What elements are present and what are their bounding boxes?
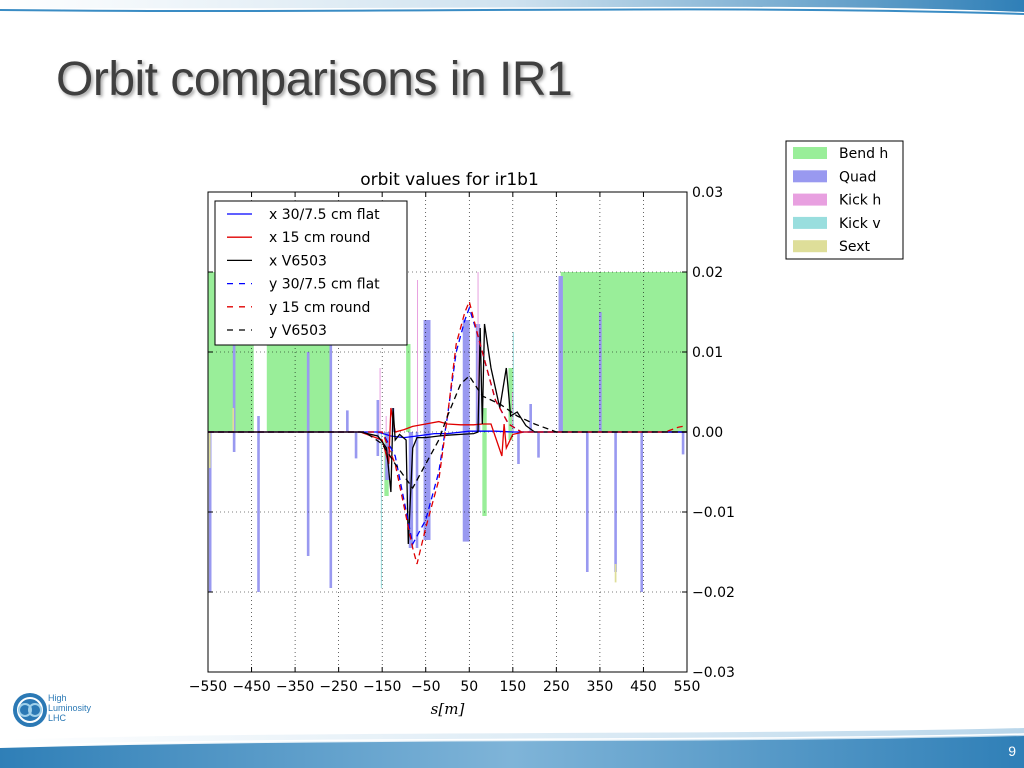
- element-bar-13: [354, 432, 358, 459]
- x-tick-label-5: −50: [411, 679, 441, 695]
- element-bar-18: [415, 432, 419, 548]
- series-legend-label-4: y 15 cm round: [269, 300, 370, 316]
- element-bar-23: [529, 404, 532, 432]
- element-bar-35: [511, 392, 513, 432]
- element-legend-label-3: Kick v: [839, 216, 881, 232]
- element-legend-label-0: Bend h: [839, 146, 888, 162]
- y-tick-label-0: −0.03: [692, 665, 735, 681]
- element-bar-40: [614, 564, 617, 583]
- element-bar-4: [406, 344, 411, 432]
- series-legend-label-3: y 30/7.5 cm flat: [269, 277, 380, 293]
- y-tick-label-1: −0.02: [692, 585, 735, 601]
- element-bar-29: [640, 432, 644, 592]
- x-tick-label-2: −350: [276, 679, 314, 695]
- element-bar-28: [614, 432, 617, 572]
- element-legend-swatch-0: [793, 147, 827, 159]
- element-bar-22: [517, 432, 520, 464]
- x-axis: −550 −450 −350 −250 −150 −50 50 150 250 350 450 550: [189, 192, 701, 695]
- series-line-2: [208, 323, 687, 545]
- element-bar-5: [482, 408, 487, 516]
- element-bar-34: [477, 272, 479, 432]
- element-bar-6: [508, 368, 513, 440]
- element-bar-33: [417, 280, 419, 432]
- element-bar-36: [380, 432, 382, 588]
- x-tick-label-1: −450: [232, 679, 270, 695]
- element-legend-label-4: Sext: [839, 239, 871, 255]
- element-bar-9: [257, 416, 260, 592]
- y-tick-label-6: 0.03: [692, 185, 723, 201]
- element-legend-label-2: Kick h: [839, 193, 881, 209]
- x-axis-label: s[m]: [431, 700, 465, 718]
- page-number: 9: [1008, 743, 1016, 759]
- element-legend-label-1: Quad: [839, 169, 876, 185]
- y-tick-label-2: −0.01: [692, 505, 735, 521]
- series-group: [208, 299, 688, 565]
- series-legend-box: [214, 200, 408, 346]
- element-bar-38: [208, 432, 211, 468]
- element-bar-20: [462, 320, 470, 542]
- y-tick-label-4: 0.01: [692, 345, 723, 361]
- element-legend-swatch-3: [793, 216, 827, 229]
- element-legend-swatch-4: [793, 240, 827, 253]
- element-legend: Bend h Quad Kick h Kick v Sext: [785, 140, 904, 260]
- element-bar-26: [585, 432, 589, 572]
- series-legend-label-0: x 30/7.5 cm flat: [269, 207, 380, 223]
- y-tick-label-3: 0.00: [692, 425, 723, 441]
- series-line-4: [208, 299, 688, 565]
- x-tick-label-3: −250: [319, 679, 357, 695]
- chart-title: orbit values for ir1b1: [360, 170, 539, 190]
- x-tick-label-7: 150: [499, 679, 526, 695]
- element-bar-24: [537, 432, 540, 458]
- top-decor-band: [0, 0, 1024, 15]
- series-legend-label-1: x 15 cm round: [269, 230, 370, 246]
- y-axis: −0.03 −0.02 −0.01 0.00 0.01 0.02 0.03: [208, 185, 735, 681]
- element-bar-8: [232, 304, 236, 452]
- series-line-5: [208, 375, 687, 490]
- element-bar-30: [681, 432, 685, 455]
- series-legend: x 30/7.5 cm flat x 15 cm round x V6503 y 30…: [214, 200, 408, 346]
- element-legend-swatch-1: [793, 170, 827, 183]
- element-bar-19: [423, 320, 431, 540]
- element-bar-37: [512, 332, 514, 432]
- x-tick-label-6: 50: [460, 679, 478, 695]
- element-bar-31: [379, 368, 381, 432]
- logo-text: High Luminosity LHC: [48, 693, 108, 723]
- element-bar-39: [232, 408, 235, 432]
- logo-line-3: LHC: [48, 713, 67, 723]
- element-bar-25: [558, 276, 563, 432]
- element-bar-27: [599, 312, 602, 432]
- element-bar-14: [376, 400, 380, 456]
- logo-line-2: Luminosity: [48, 703, 92, 713]
- slide-title: Orbit comparisons in IR1: [56, 53, 573, 106]
- element-bar-10: [306, 352, 310, 556]
- element-bar-12: [346, 410, 349, 432]
- x-tick-label-9: 350: [587, 679, 614, 695]
- x-tick-label-10: 450: [630, 679, 657, 695]
- series-legend-label-2: x V6503: [269, 253, 327, 269]
- x-tick-label-0: −550: [189, 679, 227, 695]
- element-legend-swatch-2: [793, 193, 827, 206]
- y-tick-label-5: 0.02: [692, 265, 723, 281]
- element-bar-11: [329, 340, 333, 588]
- hilumi-logo: [13, 693, 47, 727]
- x-tick-label-4: −150: [363, 679, 401, 695]
- element-bar-2: [560, 272, 687, 432]
- series-legend-label-5: y V6503: [269, 323, 327, 339]
- x-tick-label-8: 250: [543, 679, 570, 695]
- bottom-decor-band: [0, 728, 1024, 768]
- logo-line-1: High: [48, 693, 67, 703]
- x-tick-label-11: 550: [674, 679, 701, 695]
- element-bar-32: [385, 416, 387, 432]
- series-line-1: [208, 407, 687, 465]
